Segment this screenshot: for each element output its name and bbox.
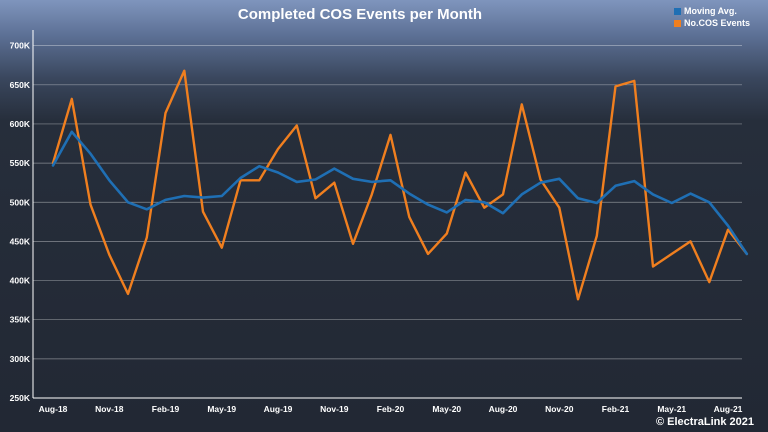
y-tick-label: 650K xyxy=(10,80,31,90)
x-tick-label: May-21 xyxy=(657,404,686,414)
series-line-moving-avg xyxy=(51,130,749,256)
y-tick-label: 450K xyxy=(10,236,31,246)
legend-label-moving-avg: Moving Avg. xyxy=(683,6,737,16)
series-line-cos-events xyxy=(51,69,748,301)
x-tick-label: Aug-21 xyxy=(714,404,743,414)
legend: Moving Avg. No.COS Events xyxy=(673,5,750,29)
legend-label-cos-events: No.COS Events xyxy=(683,18,750,28)
x-tick-label: Feb-19 xyxy=(152,404,180,414)
x-tick-label: Nov-20 xyxy=(545,404,574,414)
y-tick-label: 300K xyxy=(10,354,31,364)
y-tick-label: 600K xyxy=(10,119,31,129)
x-tick-label: Feb-21 xyxy=(602,404,630,414)
x-tick-label: May-20 xyxy=(432,404,461,414)
y-tick-label: 350K xyxy=(10,315,31,325)
y-tick-label: 400K xyxy=(10,276,31,286)
y-tick-label: 550K xyxy=(10,158,31,168)
x-tick-label: Aug-19 xyxy=(264,404,293,414)
x-tick-label: Nov-18 xyxy=(95,404,124,414)
x-tick-label: Feb-20 xyxy=(377,404,405,414)
legend-swatch-cos-events xyxy=(673,19,681,27)
copyright-footer: © ElectraLink 2021 xyxy=(656,416,754,428)
x-tick-label: Aug-18 xyxy=(39,404,68,414)
x-tick-label: May-19 xyxy=(207,404,236,414)
legend-swatch-moving-avg xyxy=(673,7,681,15)
y-tick-label: 700K xyxy=(10,41,31,51)
y-tick-label: 250K xyxy=(10,393,31,403)
legend-entry-cos-events: No.COS Events xyxy=(673,17,750,29)
legend-entry-moving-avg: Moving Avg. xyxy=(673,5,750,17)
x-tick-label: Nov-19 xyxy=(320,404,349,414)
chart-title: Completed COS Events per Month xyxy=(237,6,483,23)
y-tick-label: 500K xyxy=(10,197,31,207)
x-tick-label: Aug-20 xyxy=(489,404,518,414)
